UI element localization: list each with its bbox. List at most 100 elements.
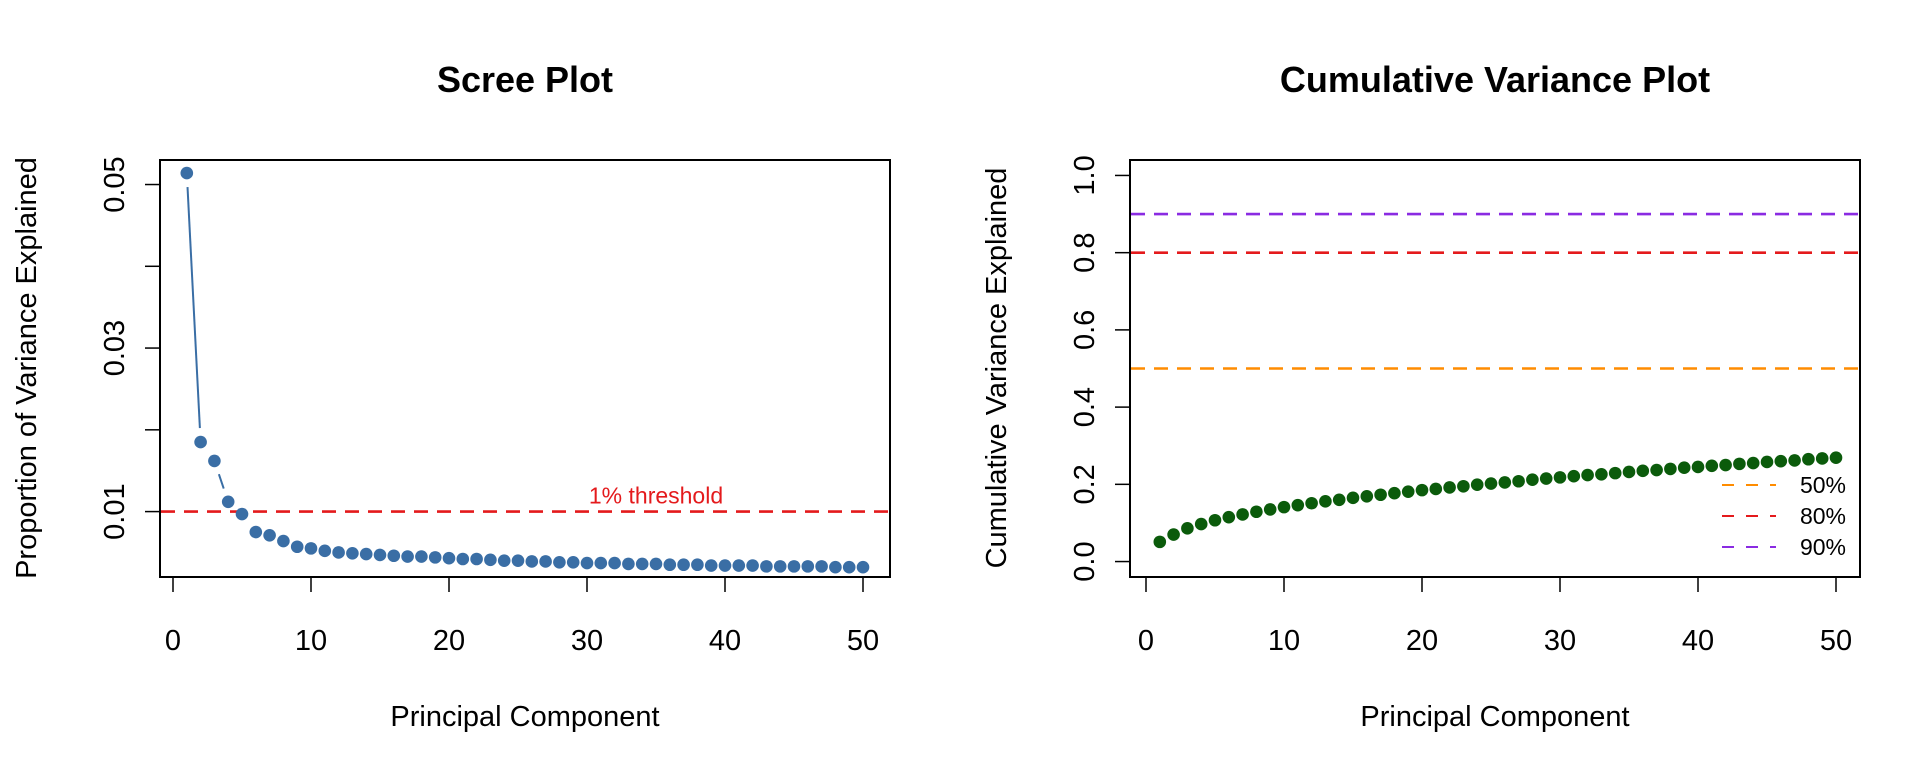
data-point [608,556,621,570]
x-axis-title: Principal Component [390,701,659,733]
data-point [484,553,497,567]
data-point [415,550,428,563]
data-point [1401,485,1415,498]
threshold-lines [1131,212,1859,370]
data-point [1526,473,1539,487]
data-point [1291,498,1305,512]
x-tick-label: 30 [1544,625,1576,657]
data-point [594,556,608,570]
x-tick-label: 30 [571,625,603,657]
data-point [208,454,221,468]
data-point [456,552,470,566]
data-point [1250,505,1263,519]
x-tick-label: 40 [1682,625,1714,657]
data-point [387,549,401,563]
data-point [373,548,387,562]
y-tick-label: 0.0 [1069,541,1101,581]
x-tick-label: 0 [165,625,181,657]
x-axis-title: Principal Component [1360,701,1629,733]
data-point [622,557,635,571]
data-point [1263,503,1277,516]
data-point [470,552,483,566]
data-point [332,546,345,559]
data-point [277,534,290,548]
data-point [428,551,442,564]
x-tick-label: 50 [1820,625,1852,657]
x-tick-label: 10 [1268,625,1300,657]
data-point [359,547,373,561]
threshold-label: 1% threshold [589,483,723,509]
data-point [1650,463,1663,477]
y-tick-label: 0.2 [1069,464,1101,504]
data-point [1581,468,1594,482]
data-point [1802,452,1815,466]
data-point [746,559,759,572]
data-point [1664,462,1677,476]
y-axis: 0.0 0.2 0.4 0.6 0.8 1.0 [1069,155,1131,582]
data-point [1733,457,1746,471]
plot-frame [159,159,891,578]
data-point [1415,483,1429,497]
data-point [760,560,773,573]
data-point [691,558,704,572]
data-point [1484,477,1498,490]
data-point [815,560,828,573]
data-point [263,529,276,542]
data-point [525,555,539,568]
legend-label: 50% [1800,472,1846,498]
data-point [497,554,511,567]
data-point [1636,464,1650,478]
data-series [180,166,870,574]
y-tick-label: 0.03 [99,320,131,376]
y-axis-title: Proportion of Variance Explained [11,157,43,579]
data-point [1346,491,1360,505]
data-point [304,542,318,555]
x-tick-label: 20 [1406,625,1438,657]
series-line-segment [217,473,225,489]
legend-label: 80% [1800,503,1846,529]
data-point [1429,482,1443,496]
x-tick-label: 20 [433,625,465,657]
data-point [249,525,263,539]
data-point [1622,465,1636,479]
data-point [290,540,304,554]
y-axis: 0.01 0.03 0.05 [99,156,161,540]
x-axis: 0 10 20 30 40 50 [1138,576,1852,657]
data-point [677,558,690,572]
y-tick-label: 1.0 [1069,155,1101,195]
data-point [1194,517,1208,531]
x-axis: 0 10 20 30 40 50 [165,576,879,657]
data-point [1360,490,1374,503]
data-point [829,560,842,574]
data-point [704,559,718,572]
y-tick-label: 0.01 [99,483,131,539]
data-point [1236,508,1249,521]
data-point [401,550,414,563]
data-point [1222,510,1236,524]
data-point [1553,471,1567,484]
data-point [1443,481,1456,494]
data-point [1181,522,1194,535]
y-tick-label: 0.4 [1069,387,1101,427]
data-point [566,555,580,569]
data-point [1512,474,1525,488]
data-point [1319,495,1332,508]
data-point [787,560,801,573]
data-point [635,557,649,571]
y-axis-title: Cumulative Variance Explained [981,168,1013,569]
data-point [194,435,207,449]
data-point [663,558,677,572]
data-point [580,556,594,570]
scree-plot-panel: Scree Plot 1% threshold 0 10 20 30 40 50 0.01… [11,59,891,733]
data-point [1167,528,1180,541]
data-point [346,546,359,560]
data-point [221,495,235,509]
data-point [801,560,815,573]
x-tick-label: 0 [1138,625,1154,657]
legend: 50% 80% 90% [1722,472,1846,560]
chart-title: Cumulative Variance Plot [1280,59,1710,100]
x-tick-label: 10 [295,625,327,657]
y-tick-label: 0.8 [1069,233,1101,273]
data-point [1746,456,1760,470]
data-point [1332,493,1346,507]
